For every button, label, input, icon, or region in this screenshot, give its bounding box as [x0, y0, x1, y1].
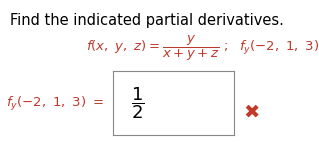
Text: $\dfrac{1}{2}$: $\dfrac{1}{2}$ — [131, 85, 145, 121]
Text: ✖: ✖ — [244, 103, 260, 122]
Text: $f_y(-2,\ 1,\ 3)$: $f_y(-2,\ 1,\ 3)$ — [239, 39, 319, 57]
Text: Find the indicated partial derivatives.: Find the indicated partial derivatives. — [10, 13, 284, 28]
Text: $f(x,\ y,\ z) = \dfrac{y}{x + y + z}\ ;$: $f(x,\ y,\ z) = \dfrac{y}{x + y + z}\ ;$ — [86, 34, 228, 63]
Text: $f_y(-2,\ 1,\ 3)\ =$: $f_y(-2,\ 1,\ 3)\ =$ — [6, 95, 104, 113]
